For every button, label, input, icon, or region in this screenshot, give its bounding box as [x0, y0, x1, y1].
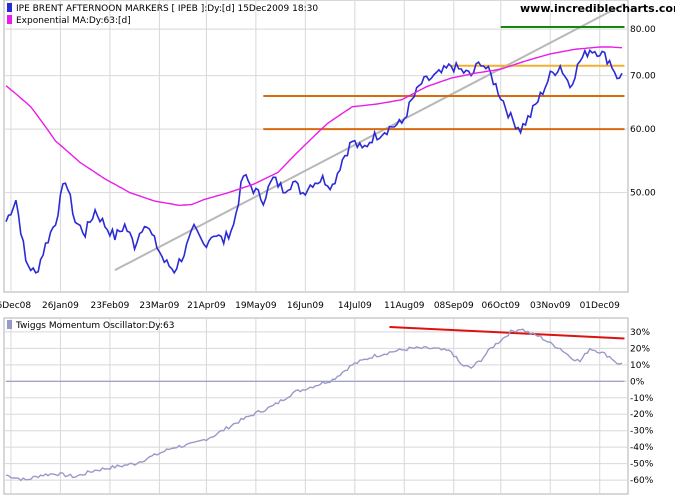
x-tick-label: 26Jan09: [42, 301, 79, 311]
y-tick-label: 20%: [630, 344, 650, 354]
series-line-0: [5, 48, 623, 275]
price-series: [5, 46, 623, 275]
date-x-axis: 26Dec08 26Jan09 23Feb09 23Mar09 21Apr09 19May…: [0, 301, 620, 311]
legend-label-ema: Exponential MA:Dy:63:[d]: [16, 16, 131, 26]
x-tick-label: 06Oct09: [482, 301, 521, 311]
y-tick-label: -60%: [630, 476, 654, 486]
legend-label-price: IPE BRENT AFTERNOON MARKERS [ IPEB ]:Dy:…: [16, 4, 318, 14]
x-tick-label: 26Dec08: [0, 301, 31, 311]
series-line-1: [5, 46, 623, 207]
oscillator-legend: Twiggs Momentum Oscillator:Dy:63: [7, 320, 174, 331]
y-tick-label: 70.00: [630, 72, 656, 82]
price-gridlines: [4, 0, 628, 292]
x-tick-label: 14Jul09: [338, 301, 372, 311]
x-tick-label: 19May09: [235, 301, 277, 311]
y-tick-label: -10%: [630, 394, 654, 404]
series-line-0: [5, 328, 623, 482]
legend-swatch-oscillator: [7, 320, 12, 329]
price-legend: IPE BRENT AFTERNOON MARKERS [ IPEB ]:Dy:…: [7, 3, 318, 26]
y-tick-label: -20%: [630, 410, 654, 420]
legend-swatch-ema: [7, 15, 12, 24]
price-annotations: [114, 3, 625, 272]
y-tick-label: -40%: [630, 443, 654, 453]
oscillator-panel: 30% 20% 10% 0% -10% -20% -30% -40% -50% -60% Twig…: [3, 317, 654, 495]
y-tick-label: -50%: [630, 460, 654, 470]
y-tick-label: 30%: [630, 328, 650, 338]
y-tick-label: 0%: [630, 377, 645, 387]
y-tick-label: 80.00: [630, 25, 656, 35]
oscillator-gridlines: [4, 318, 628, 494]
y-tick-label: -30%: [630, 427, 654, 437]
x-tick-label: 03Nov09: [530, 301, 571, 311]
x-tick-label: 08Sep09: [434, 301, 474, 311]
trendline: [389, 325, 625, 340]
legend-swatch-price: [7, 3, 12, 12]
brand-label[interactable]: www.incrediblecharts.com: [520, 2, 675, 15]
x-tick-label: 11Aug09: [384, 301, 425, 311]
price-panel: 50.00 60.00 70.00 80.00 IPE BRENT AFTERNOON…: [3, 0, 675, 293]
oscillator-y-axis: 30% 20% 10% 0% -10% -20% -30% -40% -50% -60%: [630, 328, 654, 486]
oscillator-series: [5, 328, 623, 482]
oscillator-panel-frame: [3, 317, 629, 495]
y-tick-label: 60.00: [630, 125, 656, 135]
x-tick-label: 23Feb09: [90, 301, 129, 311]
x-tick-label: 16Jun09: [287, 301, 324, 311]
oscillator-annotations: [6, 325, 625, 382]
x-tick-label: 01Dec09: [580, 301, 621, 311]
x-tick-label: 23Mar09: [139, 301, 179, 311]
y-tick-label: 10%: [630, 361, 650, 371]
y-tick-label: 50.00: [630, 189, 656, 199]
x-tick-label: 21Apr09: [187, 301, 226, 311]
legend-label-oscillator: Twiggs Momentum Oscillator:Dy:63: [15, 321, 174, 331]
price-panel-frame: [3, 0, 629, 293]
trendline: [114, 3, 625, 272]
price-y-axis: 50.00 60.00 70.00 80.00: [630, 25, 656, 198]
